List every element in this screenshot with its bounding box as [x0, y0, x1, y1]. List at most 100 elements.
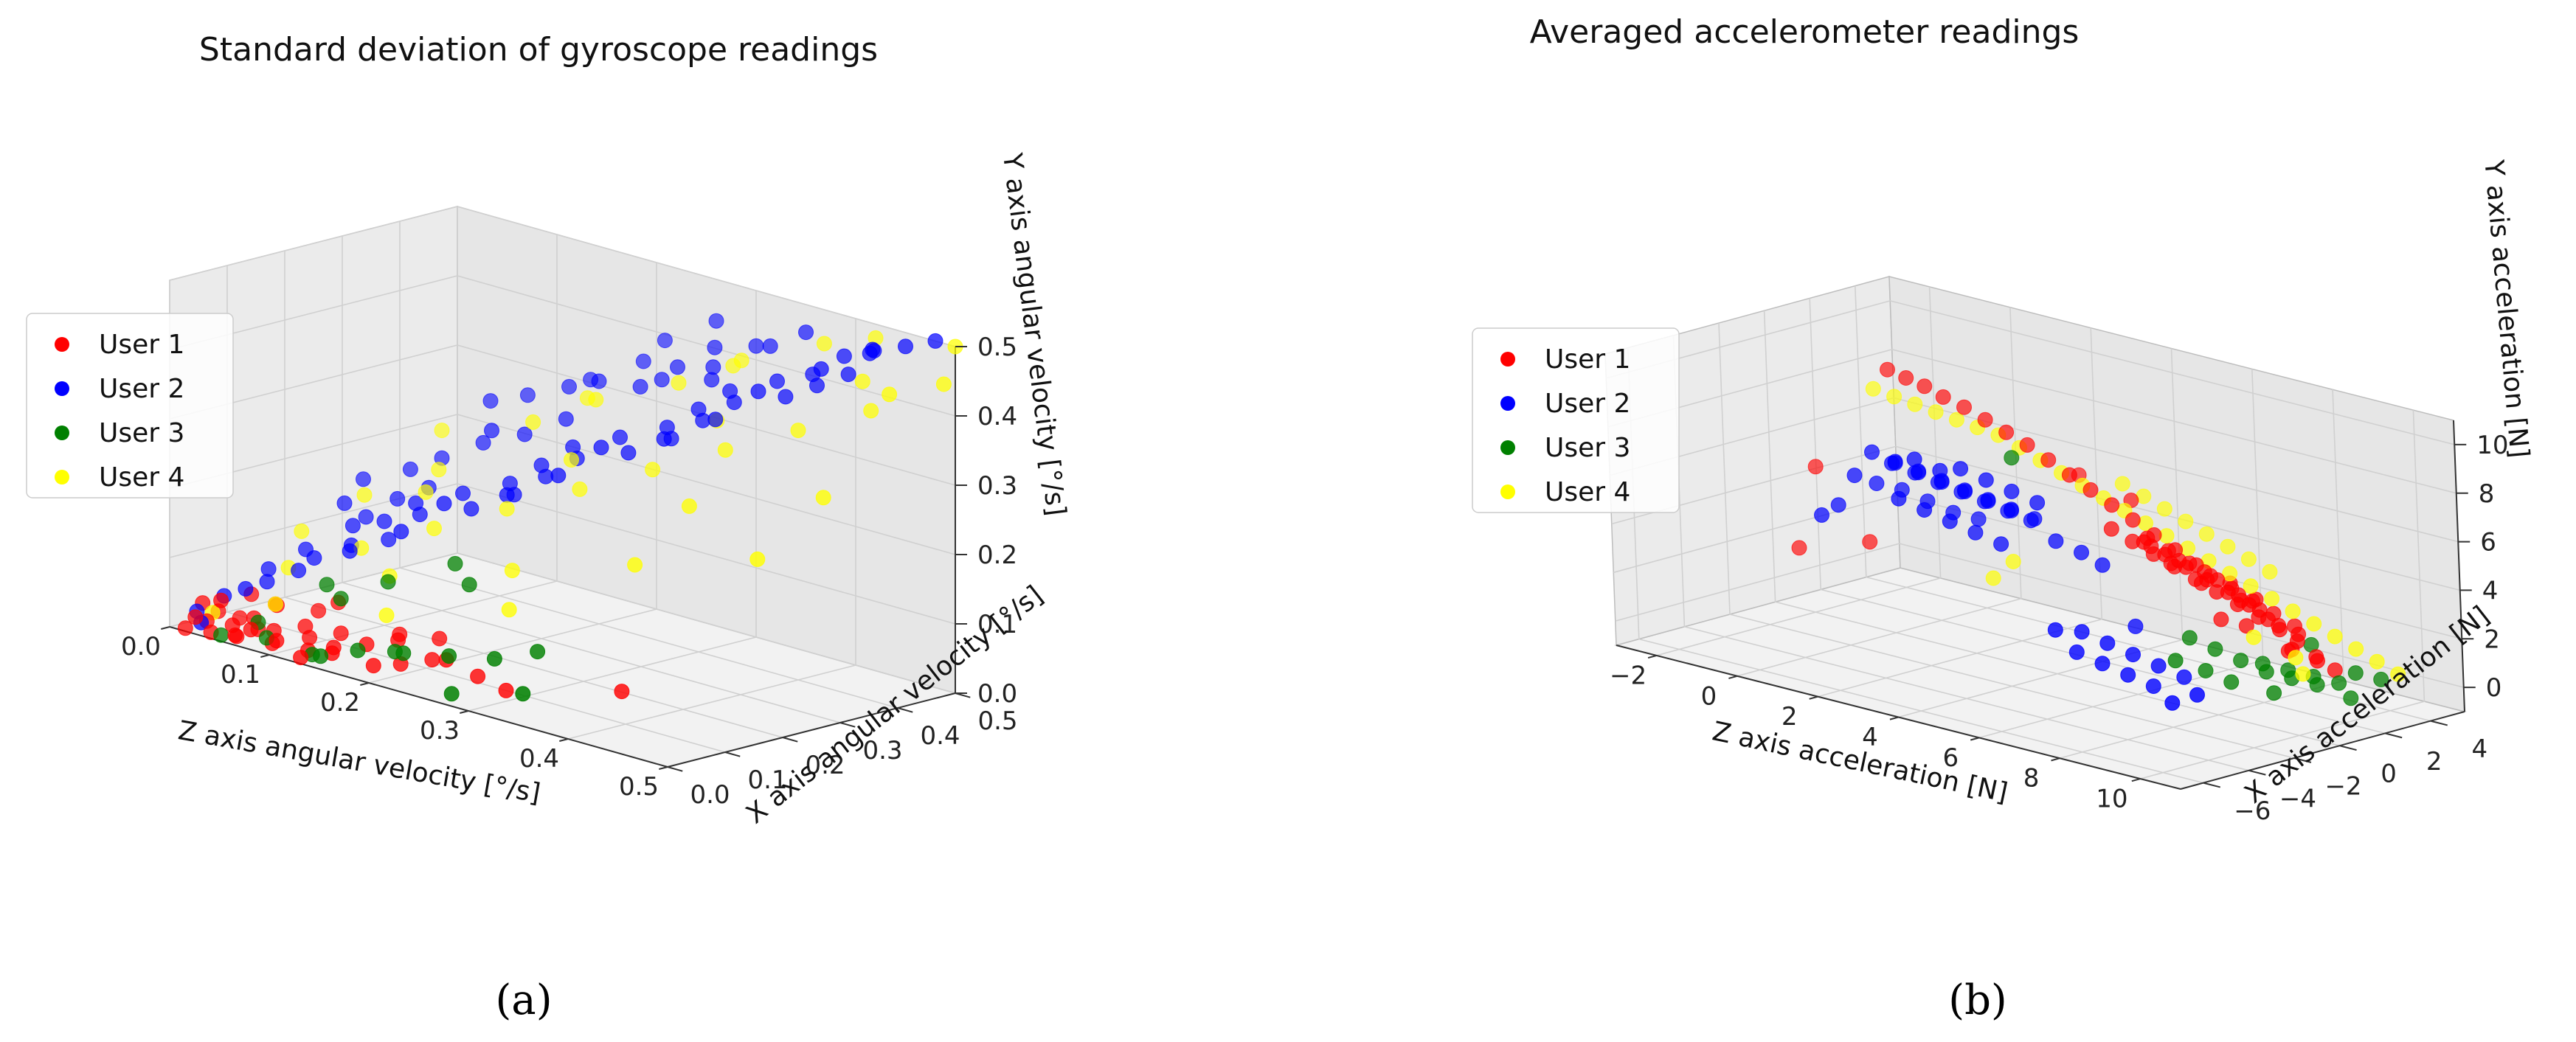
data-point — [809, 378, 825, 394]
data-point — [1830, 497, 1846, 513]
data-point — [177, 620, 193, 636]
data-point — [2003, 501, 2019, 518]
data-point — [432, 631, 448, 647]
y-tick-mark — [2430, 720, 2448, 726]
data-point — [645, 462, 661, 478]
data-point — [2004, 483, 2020, 499]
data-point — [402, 461, 418, 477]
legend-label: User 1 — [1545, 344, 1630, 375]
data-point — [2094, 557, 2111, 573]
x-tick-mark — [460, 710, 469, 714]
data-point — [436, 496, 452, 512]
x-tick-mark — [659, 766, 668, 770]
x-tick-mark — [360, 682, 370, 686]
data-point — [1928, 404, 1944, 420]
grid-line-z — [169, 206, 956, 347]
data-point — [762, 338, 778, 354]
data-point — [1917, 502, 1933, 518]
data-point — [358, 509, 374, 525]
y-tick-label: 0.4 — [920, 721, 960, 751]
data-point — [654, 372, 670, 388]
x-tick-label: 10 — [2096, 785, 2127, 814]
data-point — [2327, 628, 2343, 645]
data-point — [501, 602, 517, 618]
data-point — [1814, 507, 1829, 523]
y-tick-label: −2 — [2324, 772, 2361, 802]
data-point — [1956, 482, 1973, 499]
data-point — [2241, 597, 2257, 613]
data-point — [1891, 490, 1907, 507]
data-point — [1865, 381, 1881, 397]
data-point — [790, 423, 806, 439]
data-point — [1985, 570, 2001, 586]
x-tick-mark — [1647, 654, 1657, 659]
data-point — [717, 442, 733, 458]
data-point — [484, 423, 499, 439]
data-point — [2178, 559, 2194, 575]
data-point — [620, 445, 637, 461]
data-point — [344, 518, 361, 534]
data-point — [2347, 665, 2364, 681]
data-point — [259, 574, 275, 590]
data-point — [2233, 653, 2249, 669]
data-point — [2258, 664, 2274, 680]
data-point — [632, 378, 648, 395]
data-point — [2327, 662, 2343, 678]
z-tick-label: 10 — [2476, 431, 2508, 460]
grid-line-z — [1606, 300, 2455, 445]
y-tick-mark — [724, 751, 741, 757]
data-point — [1970, 511, 1987, 527]
z-tick-label: 0.1 — [977, 610, 1017, 639]
x-tick-label: 2 — [1782, 702, 1798, 732]
data-point — [2288, 650, 2304, 666]
grid-line-z — [1615, 543, 2464, 688]
grid-line-x — [2140, 410, 2426, 779]
data-point — [1948, 411, 1964, 428]
data-point — [612, 429, 628, 445]
data-point — [2181, 630, 2198, 646]
y-tick-label: −4 — [2279, 784, 2316, 813]
data-point — [2125, 512, 2141, 528]
data-point — [227, 627, 243, 643]
grid-line-x — [1737, 307, 2022, 677]
data-point — [393, 524, 409, 540]
data-point — [657, 333, 673, 349]
x-tick-mark — [2131, 778, 2141, 782]
legend-label: User 4 — [1545, 477, 1630, 507]
y-tick-mark — [2339, 745, 2357, 751]
y-tick-label: 0.2 — [805, 751, 845, 780]
x-tick-label: 8 — [2023, 764, 2040, 793]
legend-marker — [55, 337, 69, 352]
data-point — [269, 633, 285, 649]
y-tick-label: 0.3 — [862, 736, 902, 765]
data-point — [238, 580, 254, 597]
data-point — [365, 658, 381, 674]
data-point — [342, 543, 358, 559]
x-tick-label: 0 — [1701, 681, 1717, 711]
x-tick-label: −2 — [1610, 661, 1647, 690]
data-point — [681, 498, 697, 514]
data-point — [2145, 678, 2161, 694]
data-point — [2369, 653, 2385, 670]
grid-line-y — [1763, 310, 2340, 746]
data-point — [306, 550, 322, 566]
data-point — [2262, 563, 2278, 580]
data-point — [593, 440, 609, 456]
legend-marker — [1500, 396, 1515, 411]
legend: User 1 User 2 User 3 User 4 — [1472, 327, 1680, 513]
data-point — [356, 487, 373, 503]
data-point — [504, 563, 520, 579]
data-point — [1907, 396, 1923, 412]
data-point — [2061, 467, 2077, 483]
data-point — [2178, 513, 2194, 529]
data-points — [177, 313, 963, 702]
data-point — [2310, 653, 2325, 669]
data-point — [704, 372, 720, 388]
z-tick-label: 4 — [2482, 576, 2499, 605]
data-point — [350, 642, 366, 659]
data-point — [1906, 451, 1922, 468]
data-point — [2127, 618, 2144, 634]
data-point — [1864, 444, 1880, 460]
legend-label: User 3 — [1545, 433, 1630, 463]
panel-label-a: (a) — [495, 976, 552, 1024]
